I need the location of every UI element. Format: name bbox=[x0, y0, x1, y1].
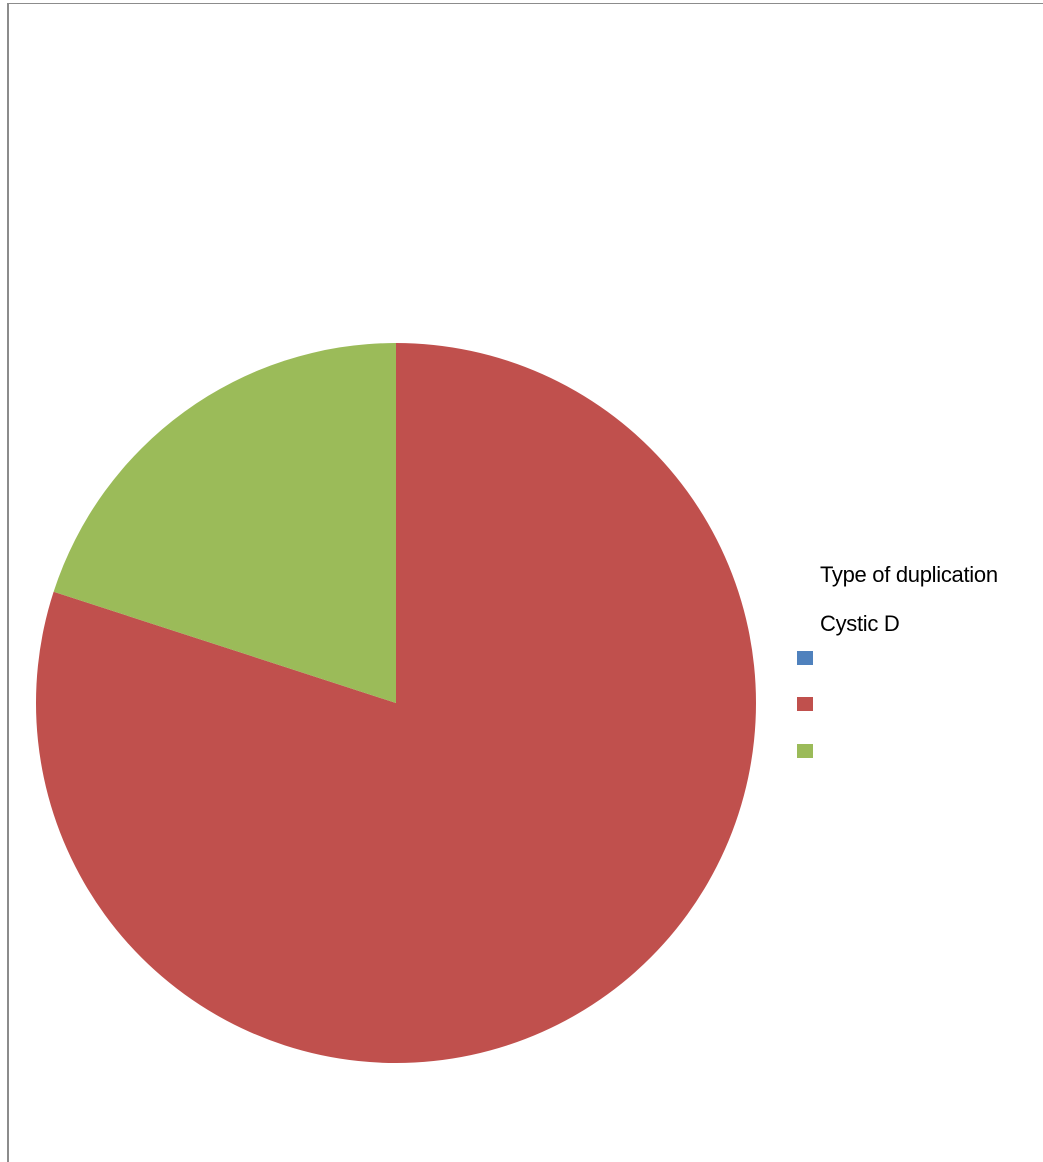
frame-top-border bbox=[8, 3, 1043, 4]
legend-subtitle: Cystic D bbox=[820, 611, 900, 636]
legend-swatch-2 bbox=[797, 697, 813, 711]
frame-left-border bbox=[7, 3, 9, 1162]
legend-swatch-3 bbox=[797, 744, 813, 758]
legend-title: Type of duplication bbox=[820, 562, 998, 587]
pie-slice-3 bbox=[53, 343, 396, 703]
legend-item-2 bbox=[797, 697, 813, 711]
legend-item-3 bbox=[797, 744, 813, 758]
legend-item-1 bbox=[797, 651, 813, 665]
legend-swatch-1 bbox=[797, 651, 813, 665]
